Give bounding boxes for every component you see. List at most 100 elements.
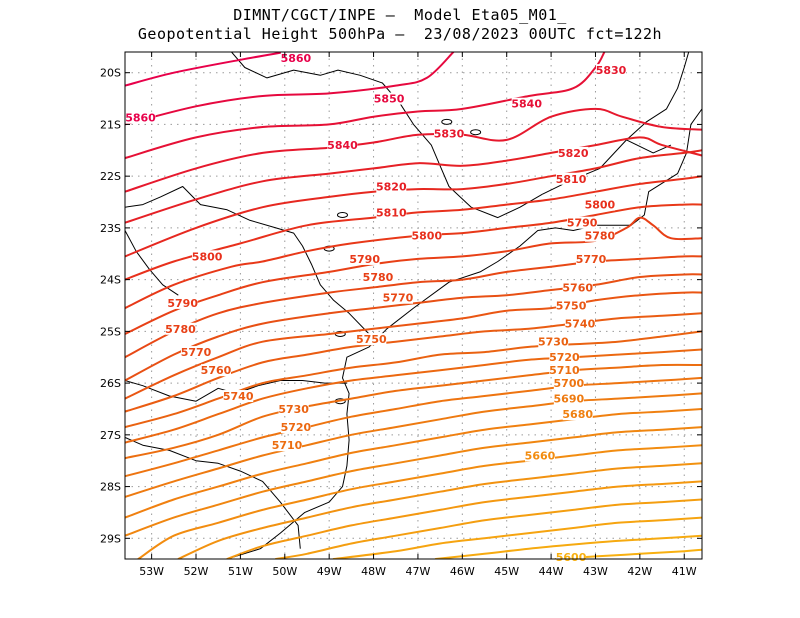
contour-label-bg	[576, 252, 607, 265]
lat-tick-label: 29S	[100, 532, 121, 545]
contour-label-bg	[165, 322, 196, 335]
contour-label-bg	[553, 392, 584, 405]
contour-label-bg	[349, 252, 380, 265]
contour-label: 5800	[585, 199, 616, 212]
contour-line-5660	[137, 444, 702, 559]
lon-tick-label: 44W	[539, 565, 564, 578]
lon-tick-label: 41W	[672, 565, 697, 578]
water-body-outline	[336, 211, 348, 218]
contour-label-bg	[223, 390, 254, 403]
contour-label-bg	[511, 97, 542, 110]
coastline	[125, 52, 702, 559]
contour-line-5650	[177, 462, 702, 559]
contour-label-bg	[125, 111, 156, 124]
contour-label: 5780	[363, 271, 394, 284]
water-body-outline	[470, 129, 482, 136]
lon-tick-label: 50W	[272, 565, 297, 578]
contour-line-5780	[125, 216, 702, 335]
contour-label: 5770	[383, 292, 414, 305]
map-frame	[124, 51, 703, 560]
contour-label-bg	[181, 346, 212, 359]
contour-label-bg	[362, 271, 393, 284]
contour-label-bg	[411, 229, 442, 242]
lon-tick-label: 51W	[228, 565, 253, 578]
contour-label: 5770	[181, 346, 212, 359]
contour-line-5610	[434, 534, 702, 559]
contour-label-bg	[549, 364, 580, 377]
lat-tick-label: 26S	[100, 377, 121, 390]
contour-label-bg	[538, 335, 569, 348]
contour-label-bg	[558, 146, 589, 159]
contour-label: 5750	[356, 333, 387, 346]
lat-tick-label: 25S	[100, 325, 121, 338]
contour-label-bg	[556, 172, 587, 185]
contour-label: 5790	[349, 253, 380, 266]
lat-tick-label: 21S	[100, 118, 121, 131]
map-title-line-2: Geopotential Height 500hPa – 23/08/2023 …	[137, 25, 663, 43]
contour-label-bg	[192, 250, 223, 263]
contour-line-5760	[125, 273, 702, 382]
contour-line-5800	[125, 175, 702, 281]
lon-tick-label: 46W	[450, 565, 475, 578]
contour-label-bg	[327, 139, 358, 152]
contour-label: 5790	[567, 217, 598, 230]
contour-lines	[125, 52, 702, 559]
contour-label-bg	[376, 180, 407, 193]
contour-label: 5760	[562, 281, 593, 294]
coastline-segment	[196, 108, 702, 559]
contour-label-bg	[434, 127, 465, 140]
contour-label-bg	[596, 64, 627, 77]
contour-label: 5680	[562, 408, 593, 421]
lat-tick-label: 24S	[100, 274, 121, 287]
contour-label-bg	[562, 408, 593, 421]
contour-label-bg	[280, 421, 311, 434]
lat-tick-label: 22S	[100, 170, 121, 183]
contour-label-bg	[280, 52, 311, 64]
lon-tick-label: 43W	[583, 565, 608, 578]
contour-label-bg	[272, 439, 303, 452]
contour-label: 5820	[558, 147, 589, 160]
contour-label: 5600	[556, 551, 587, 564]
contour-line-5770	[125, 255, 702, 359]
lon-tick-label: 53W	[139, 565, 164, 578]
contour-label: 5710	[272, 439, 303, 452]
contour-line-5640	[226, 480, 702, 559]
contour-line-5680	[125, 408, 702, 519]
contour-label: 5780	[585, 230, 616, 243]
contour-label: 5700	[554, 377, 585, 390]
coastline-segment	[125, 186, 370, 335]
contour-line-5850	[125, 52, 455, 126]
contour-label-bg	[524, 449, 555, 462]
contour-label-bg	[382, 291, 413, 304]
contour-line-5670	[125, 426, 702, 537]
contour-line-5810	[125, 149, 702, 258]
contour-label: 5800	[192, 250, 223, 263]
contour-label-bg	[556, 551, 587, 563]
contour-label-bg	[553, 377, 584, 390]
contour-label: 5730	[278, 403, 309, 416]
lat-tick-label: 23S	[100, 222, 121, 235]
lon-tick-label: 48W	[361, 565, 386, 578]
contour-label: 5860	[281, 52, 312, 65]
coastline-segment	[125, 436, 301, 549]
lon-tick-label: 49W	[317, 565, 342, 578]
contour-label: 5660	[525, 450, 556, 463]
contour-line-5710	[125, 363, 702, 460]
contour-label-bg	[564, 317, 595, 330]
contour-label-bg	[562, 281, 593, 294]
contour-line-5700	[125, 376, 702, 478]
contour-label: 5850	[374, 93, 405, 106]
contour-line-5860	[125, 52, 286, 87]
contour-line-5750	[125, 291, 702, 400]
contour-label: 5830	[596, 64, 627, 77]
contour-label-bg	[356, 333, 387, 346]
contour-line-5730	[125, 330, 702, 429]
lon-tick-label: 52W	[184, 565, 209, 578]
contour-label: 5740	[565, 318, 596, 331]
lon-tick-label: 45W	[494, 565, 519, 578]
map-title-line-1: DIMNT/CGCT/INPE – Model Eta05_M01_	[233, 6, 567, 24]
contour-label: 5730	[538, 336, 569, 349]
contour-label-bg	[167, 296, 198, 309]
lat-lon-grid	[125, 52, 702, 559]
contour-labels: 5860 5860 5850 5840 5830 5840 5830 5820 5810 5820…	[125, 52, 627, 564]
